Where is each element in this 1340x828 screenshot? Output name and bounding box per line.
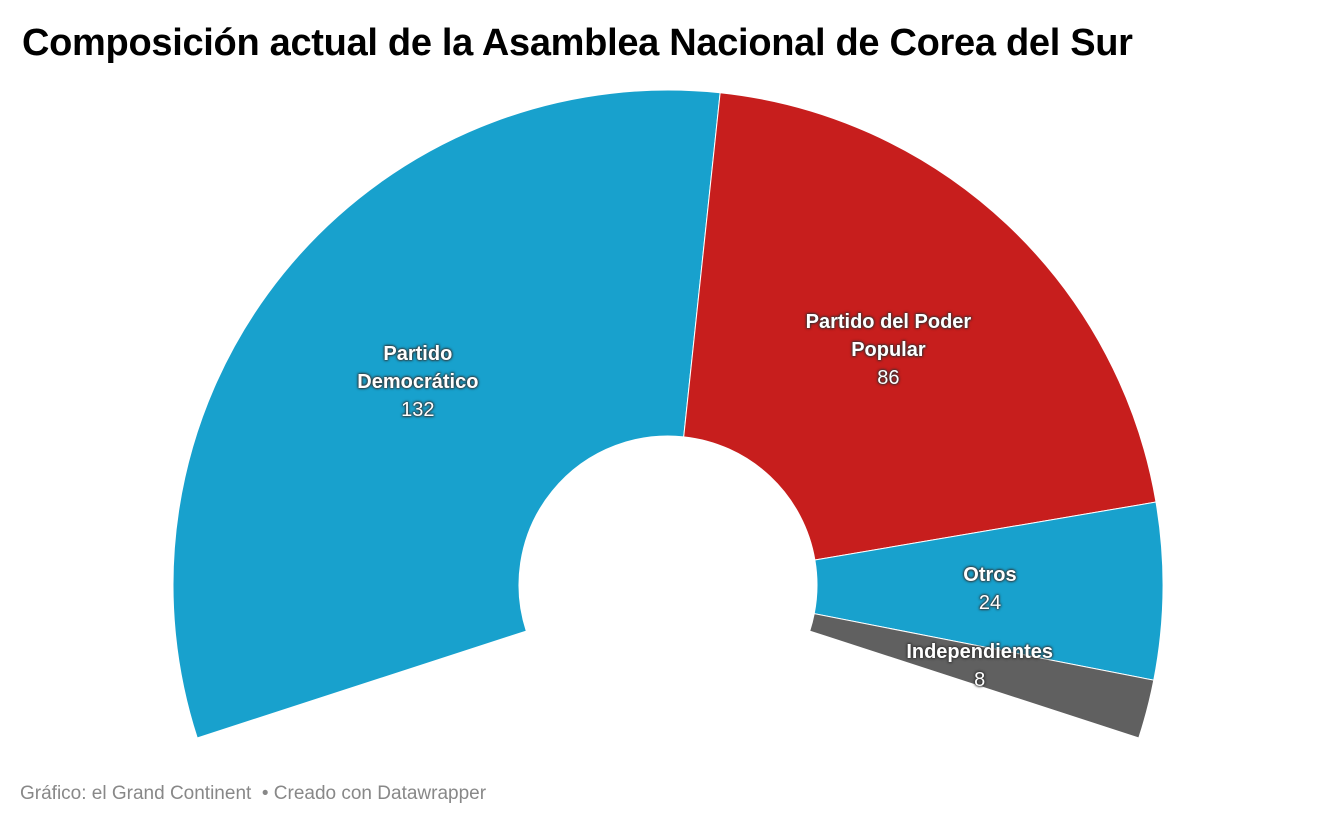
category-label: Partido del Poder Popular	[805, 311, 972, 362]
slice	[683, 92, 1157, 561]
slice-label: Partido Democrático 132	[323, 340, 513, 424]
slice-label: Partido del Poder Popular 86	[793, 308, 983, 392]
value-label: 132	[401, 399, 435, 422]
slice-label: Otros 24	[895, 561, 1085, 617]
category-label: Otros	[963, 564, 1017, 587]
value-label: 86	[877, 367, 900, 390]
category-label: Partido Democrático	[357, 343, 479, 394]
value-label: 8	[974, 668, 986, 691]
value-label: 24	[978, 592, 1002, 615]
source-note: Gráfico: el Grand Continent • Creado con…	[20, 783, 487, 804]
chart-title: Composición actual de la Asamblea Nacion…	[22, 22, 1133, 64]
category-label: Independientes	[906, 640, 1054, 663]
slice	[172, 89, 721, 739]
slice-label: Independientes 8	[885, 638, 1075, 694]
slice	[809, 613, 1155, 739]
